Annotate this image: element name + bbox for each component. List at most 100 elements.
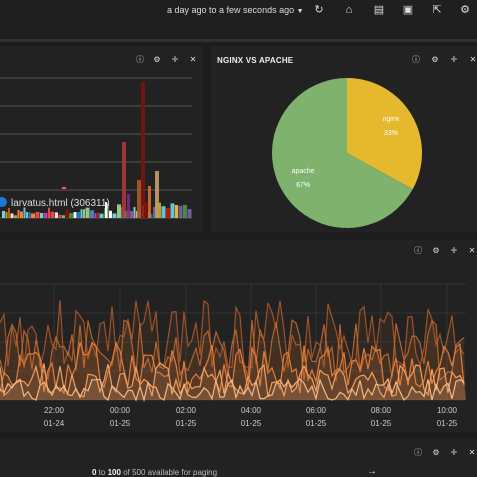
pie-value-label: 33% — [384, 130, 398, 137]
bar — [17, 209, 20, 218]
bar — [85, 207, 90, 218]
bar — [50, 211, 55, 218]
bar — [161, 206, 166, 218]
legend-label: larvatus.html (306311) — [11, 198, 110, 209]
x-tick-time: 06:00 — [306, 406, 327, 415]
x-tick-date: 01-25 — [241, 419, 262, 428]
series-line — [0, 299, 465, 369]
bar — [43, 212, 48, 218]
gear-icon[interactable]: ⚙ — [432, 448, 440, 457]
pie-value-label: 67% — [296, 182, 310, 189]
bar — [105, 202, 107, 218]
info-icon[interactable]: ⓘ — [412, 55, 420, 64]
move-icon[interactable]: ✛ — [450, 448, 458, 457]
bar — [35, 211, 40, 218]
x-tick-date: 01-25 — [437, 419, 458, 428]
refresh-icon[interactable]: ↻ — [314, 4, 324, 16]
save-icon[interactable]: ▣ — [402, 4, 414, 16]
table-panel: ⓘ ⚙ ✛ ✕ — [0, 438, 477, 477]
bar — [187, 209, 192, 218]
bar — [159, 202, 161, 218]
share-icon[interactable]: ⇱ — [432, 4, 442, 16]
gear-icon[interactable]: ⚙ — [153, 55, 161, 64]
gear-icon[interactable]: ⚙ — [460, 4, 470, 16]
bar — [20, 211, 23, 218]
bar — [58, 214, 62, 218]
bar — [77, 212, 80, 218]
legend-swatch — [0, 197, 7, 207]
paging-info: 0 to 100 of 500 available for paging — [92, 468, 217, 477]
bar — [122, 142, 126, 218]
home-icon[interactable]: ⌂ — [345, 4, 353, 16]
bar — [148, 186, 151, 218]
bar — [5, 212, 8, 218]
bar — [94, 213, 97, 218]
info-icon[interactable]: ⓘ — [414, 448, 422, 457]
bar — [150, 213, 153, 218]
bar — [170, 203, 175, 218]
bar — [10, 213, 14, 218]
x-tick-time: 10:00 — [437, 406, 458, 415]
info-icon[interactable]: ⓘ — [414, 246, 422, 255]
pie-slice-apache[interactable] — [272, 78, 413, 228]
x-tick-time: 08:00 — [371, 406, 392, 415]
move-icon[interactable]: ✛ — [171, 55, 179, 64]
x-tick-time: 02:00 — [176, 406, 197, 415]
bar-series — [2, 82, 192, 218]
top-navbar: a day ago to a few seconds ago ▼ ↻ ⌂ ▤ ▣… — [0, 0, 477, 42]
bar — [109, 210, 112, 218]
timespan-picker[interactable]: a day ago to a few seconds ago ▼ — [167, 5, 304, 15]
bar — [155, 171, 159, 218]
bar — [69, 213, 73, 218]
folder-open-icon[interactable]: ▤ — [373, 4, 385, 16]
bar — [117, 204, 121, 218]
pie-chart-panel: NGINX VS APACHE ⓘ ⚙ ✛ ✕ nginx 33% apache 67… — [211, 46, 477, 232]
bar — [62, 215, 65, 218]
bar — [14, 215, 17, 218]
line-chart: 22:00 01-24 00:00 01-25 02:00 01-25 04:00 01-25… — [0, 283, 466, 428]
x-tick-date: 01-25 — [306, 419, 327, 428]
bar — [127, 194, 130, 218]
close-icon[interactable]: ✕ — [469, 55, 477, 64]
move-icon[interactable]: ✛ — [450, 55, 458, 64]
line-area — [0, 379, 466, 400]
next-page-arrow-icon[interactable]: → — [367, 466, 377, 477]
bar — [166, 208, 170, 218]
caret-down-icon: ▼ — [296, 8, 304, 15]
bar — [183, 204, 187, 218]
close-icon[interactable]: ✕ — [468, 448, 476, 457]
bar — [73, 212, 77, 218]
bar — [65, 209, 69, 218]
gear-icon[interactable]: ⚙ — [432, 246, 440, 255]
info-icon[interactable]: ⓘ — [136, 55, 144, 64]
bar — [131, 211, 133, 218]
bar — [141, 82, 145, 218]
line-chart-panel: ⓘ ⚙ ✛ ✕ 22:00 01-24 00:00 01-25 02:00 01-25 04… — [0, 240, 477, 432]
bar — [23, 207, 26, 218]
bar — [26, 212, 28, 218]
pie-label: nginx — [383, 116, 400, 123]
pie-slice-nginx[interactable] — [347, 78, 423, 190]
bar — [153, 207, 155, 218]
close-icon[interactable]: ✕ — [189, 55, 197, 64]
bar — [40, 213, 43, 218]
bar — [80, 209, 83, 218]
bar — [55, 212, 58, 218]
bar — [2, 210, 5, 218]
gear-icon[interactable]: ⚙ — [431, 55, 439, 64]
close-icon[interactable]: ✕ — [468, 246, 476, 255]
bar — [144, 201, 148, 218]
line-area — [0, 320, 466, 400]
x-tick-time: 04:00 — [241, 406, 262, 415]
x-tick-date: 01-25 — [371, 419, 392, 428]
move-icon[interactable]: ✛ — [450, 246, 458, 255]
bar-gridlines — [0, 77, 192, 219]
bar — [178, 205, 183, 218]
x-tick-date: 01-24 — [44, 419, 65, 428]
x-tick-time: 22:00 — [44, 406, 65, 415]
bar — [175, 205, 178, 218]
bar — [62, 187, 66, 189]
bar — [112, 213, 117, 218]
bar — [83, 209, 85, 218]
bar — [48, 207, 50, 218]
